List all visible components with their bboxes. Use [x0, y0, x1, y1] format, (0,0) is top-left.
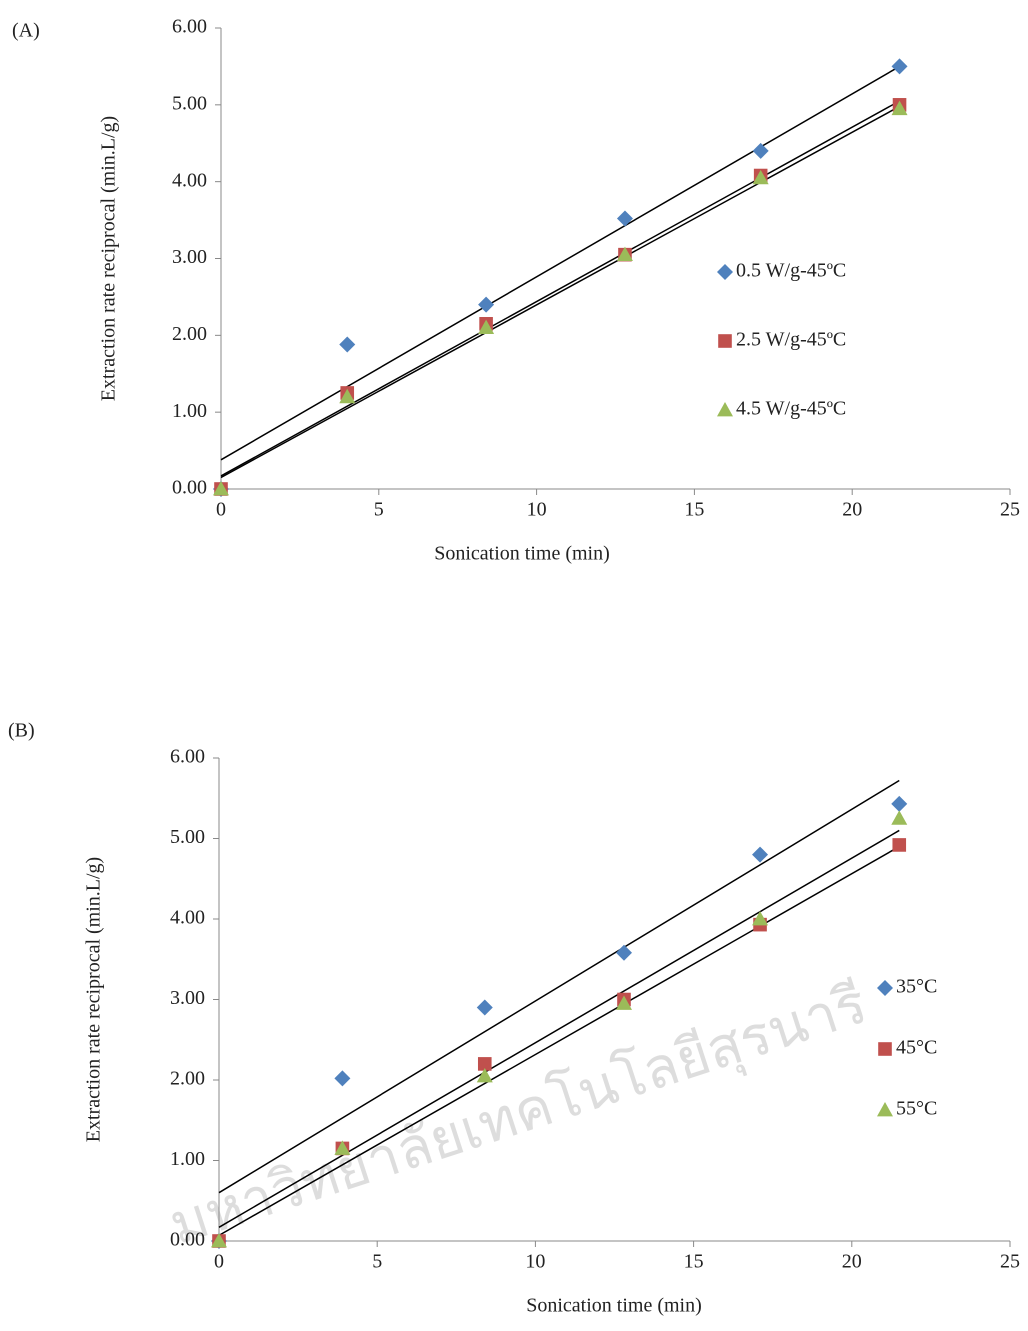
- y-tick-label: 6.00: [170, 746, 205, 768]
- y-tick-label: 5.00: [170, 826, 205, 848]
- point: [752, 911, 769, 926]
- point: [891, 100, 908, 116]
- x-tick-label: 5: [374, 499, 384, 521]
- point: [339, 388, 356, 404]
- x-tick-label: 0: [216, 499, 226, 521]
- legend-label: 45°C: [896, 1037, 937, 1059]
- y-tick-label: 2.00: [170, 1068, 205, 1090]
- y-axis-label: Extraction rate reciprocal (min.L/g): [98, 116, 120, 401]
- legend-marker: [717, 402, 733, 417]
- point: [477, 1057, 492, 1071]
- legend-marker: [877, 980, 893, 996]
- trend-line: [218, 779, 900, 1194]
- point: [478, 296, 495, 313]
- legend-marker: [717, 264, 733, 280]
- point: [752, 142, 769, 159]
- point: [213, 481, 229, 496]
- point: [211, 1233, 227, 1248]
- trend-line: [218, 845, 900, 1237]
- x-axis-label: Sonication time (min): [434, 543, 610, 565]
- x-tick-label: 10: [525, 1251, 545, 1273]
- point: [476, 999, 493, 1016]
- legend-label: 2.5 W/g-45ºC: [736, 329, 846, 351]
- trend-line: [220, 65, 900, 461]
- legend-label: 4.5 W/g-45ºC: [736, 398, 846, 420]
- y-tick-label: 1.00: [170, 1148, 205, 1170]
- x-tick-label: 15: [684, 499, 704, 521]
- point: [476, 1067, 493, 1083]
- point: [752, 169, 769, 185]
- y-tick-label: 1.00: [172, 400, 207, 422]
- point: [616, 246, 633, 262]
- x-tick-label: 0: [214, 1251, 224, 1273]
- point: [752, 846, 769, 863]
- trend-line: [218, 829, 900, 1228]
- panel-label: (B): [8, 720, 35, 742]
- legend-label: 0.5 W/g-45ºC: [736, 260, 846, 282]
- point: [891, 795, 908, 812]
- y-tick-label: 6.00: [172, 16, 207, 38]
- point: [334, 1140, 351, 1155]
- x-tick-label: 25: [1000, 499, 1020, 521]
- y-tick-label: 4.00: [172, 169, 207, 191]
- point: [616, 210, 633, 227]
- x-tick-label: 20: [842, 499, 862, 521]
- legend-marker: [877, 1102, 893, 1117]
- x-axis-label: Sonication time (min): [526, 1295, 702, 1317]
- y-tick-label: 2.00: [172, 323, 207, 345]
- trend-line: [220, 105, 900, 479]
- panel-label: (A): [12, 20, 40, 42]
- x-tick-label: 15: [684, 1251, 704, 1273]
- legend-label: 35°C: [896, 976, 937, 998]
- legend-label: 55°C: [896, 1098, 937, 1120]
- legend-marker: [718, 334, 732, 348]
- y-tick-label: 3.00: [170, 987, 205, 1009]
- y-tick-label: 3.00: [172, 246, 207, 268]
- point: [615, 995, 632, 1010]
- x-tick-label: 5: [372, 1251, 382, 1273]
- y-tick-label: 0.00: [170, 1229, 205, 1251]
- point: [891, 58, 908, 75]
- legend-marker: [878, 1042, 892, 1056]
- x-tick-label: 20: [842, 1251, 862, 1273]
- trend-line: [220, 100, 900, 477]
- point: [891, 810, 908, 825]
- watermark: มหาวิทยาลัยเทคโนโลยีสุรนารี: [162, 971, 875, 1259]
- point: [339, 336, 356, 353]
- x-tick-label: 25: [1000, 1251, 1020, 1273]
- point: [615, 944, 632, 961]
- x-tick-label: 10: [527, 499, 547, 521]
- y-axis-label: Extraction rate reciprocal (min.L/g): [83, 857, 105, 1142]
- y-tick-label: 0.00: [172, 477, 207, 499]
- y-tick-label: 4.00: [170, 907, 205, 929]
- point: [892, 838, 907, 852]
- point: [478, 319, 495, 335]
- y-tick-label: 5.00: [172, 92, 207, 114]
- point: [334, 1070, 351, 1087]
